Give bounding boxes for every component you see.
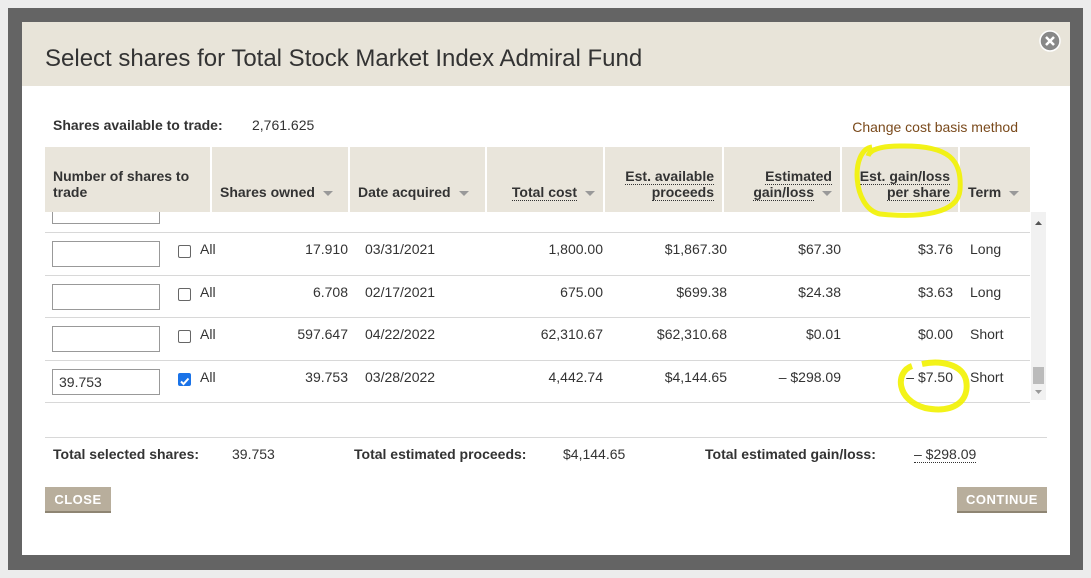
column-header[interactable]: Term (960, 147, 1030, 212)
cell: 597.647 (297, 326, 348, 342)
cell: $67.30 (798, 241, 841, 257)
header-text: Est. available proceeds (625, 168, 714, 201)
total-label: Total estimated proceeds: (354, 446, 527, 462)
total-label: Total selected shares: (53, 446, 200, 462)
column-header[interactable]: Total cost (487, 147, 603, 212)
total-value: 39.753 (232, 446, 275, 462)
share-input[interactable] (52, 283, 160, 310)
column-header: Est. available proceeds (605, 147, 722, 212)
continue-button[interactable]: CONTINUE (957, 487, 1047, 513)
row-divider (45, 359, 1030, 361)
total-value: $4,144.65 (563, 446, 626, 462)
dialog-title: Select shares for Total Stock Market Ind… (45, 45, 643, 72)
cell: 1,800.00 (548, 241, 604, 257)
dialog-header (22, 22, 1070, 86)
partial-input (52, 212, 160, 224)
header-text: Estimated gain/loss (753, 168, 832, 201)
close-button[interactable]: CLOSE (45, 487, 111, 513)
sort-arrow (322, 190, 333, 196)
cell: $4,144.65 (664, 368, 727, 385)
header-text: Total cost (511, 184, 577, 201)
close-icon[interactable] (1039, 30, 1061, 52)
header-text-wrap: Est. gain/loss per share (850, 168, 950, 201)
column-header: Est. gain/loss per share (842, 147, 958, 212)
cell: $699.38 (676, 283, 727, 300)
share-input[interactable] (52, 326, 160, 352)
sort-arrow (458, 190, 469, 196)
all-label: All (200, 326, 216, 342)
checkbox[interactable] (178, 372, 191, 386)
dialog (22, 22, 1070, 555)
cell: $62,310.68 (656, 326, 727, 342)
total-value: – $298.09 (914, 446, 977, 463)
header-text: Est. gain/loss per share (859, 168, 950, 201)
cell: – $298.09 (778, 368, 841, 385)
cell: Long (970, 241, 1002, 257)
check (180, 377, 190, 385)
checkbox[interactable] (178, 330, 191, 343)
change-link[interactable]: Change cost basis method (852, 119, 1018, 135)
share-input[interactable]: 39.753 (52, 368, 160, 395)
row-divider (45, 402, 1030, 403)
cell: 04/22/2022 (365, 326, 436, 342)
all-label: All (200, 283, 216, 300)
available-value: 2,761.625 (252, 117, 315, 133)
cell: – $7.50 (906, 368, 953, 385)
checkbox[interactable] (178, 287, 191, 301)
row-divider (45, 274, 1030, 276)
header-text: Term (968, 184, 1002, 200)
cell: 03/31/2021 (365, 241, 436, 257)
cell: $0.00 (917, 326, 953, 342)
cell: 39.753 (305, 368, 348, 385)
cell: $3.63 (917, 283, 953, 300)
cell: $1,867.30 (664, 241, 727, 257)
sort-arrow (822, 190, 832, 196)
sort-arrow (1009, 190, 1020, 196)
cell: 4,442.74 (548, 368, 604, 385)
header-text-wrap: Total cost (511, 184, 595, 201)
row-divider (45, 317, 1030, 318)
scrollbar[interactable] (1031, 212, 1046, 400)
scroll-arrows[interactable] (1031, 216, 1046, 400)
row-divider (45, 232, 1030, 233)
header-text-wrap: Shares owned (220, 184, 333, 200)
header-text-wrap: Term (968, 184, 1020, 200)
all-label: All (200, 241, 216, 257)
header-text-wrap: Date acquired (358, 184, 469, 200)
column-header: Number of shares to trade (45, 147, 210, 212)
cell: 02/17/2021 (365, 283, 436, 300)
column-header[interactable]: Date acquired (350, 147, 485, 212)
cell: Short (970, 326, 1004, 342)
cell: 17.910 (305, 241, 348, 257)
header-text: Shares owned (220, 184, 315, 200)
column-header[interactable]: Shares owned (212, 147, 348, 212)
sort-arrow (585, 190, 595, 196)
header-text-wrap: Est. available proceeds (613, 168, 714, 201)
all-label: All (200, 368, 216, 385)
cell: 6.708 (312, 283, 348, 300)
share-input[interactable] (52, 241, 160, 267)
cell: 03/28/2022 (365, 368, 436, 385)
header-text: Number of shares to trade (53, 168, 190, 200)
header-text-wrap: Number of shares to trade (53, 168, 202, 200)
footer-divider (45, 437, 1047, 438)
total-label: Total estimated gain/loss: (705, 446, 876, 462)
cell: Short (970, 368, 1004, 385)
cell: 62,310.67 (540, 326, 603, 342)
cell: 675.00 (560, 283, 603, 300)
checkbox[interactable] (178, 245, 191, 258)
header-text: Date acquired (358, 184, 451, 200)
column-header[interactable]: Estimated gain/loss (724, 147, 840, 212)
available-label: Shares available to trade: (53, 117, 223, 133)
cell: $24.38 (798, 283, 841, 300)
cell: $3.76 (917, 241, 953, 257)
cell: Long (970, 283, 1002, 300)
cell: $0.01 (805, 326, 841, 342)
header-text-wrap: Estimated gain/loss (732, 168, 832, 201)
